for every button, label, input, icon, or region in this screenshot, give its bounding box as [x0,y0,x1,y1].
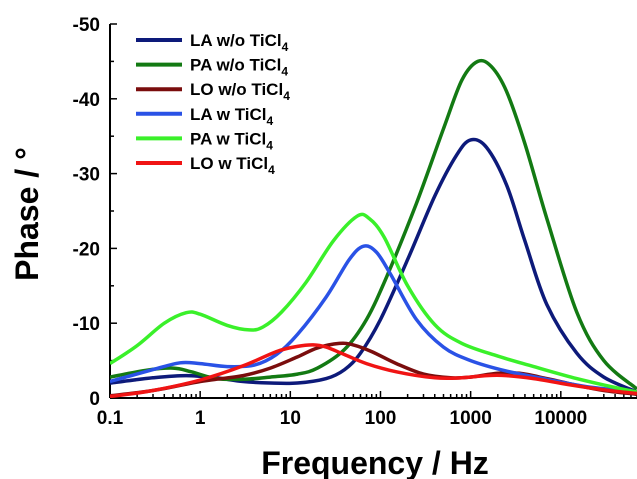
legend-entry: PA w TiCl4 [190,129,273,152]
legend-entry: LO w/o TiCl4 [190,80,290,103]
y-axis-title: Phase / ° [9,147,45,281]
x-tick-label: 10 [280,408,301,429]
legend-entry: PA w/o TiCl4 [190,56,288,79]
legend-entry: LO w TiCl4 [190,154,275,177]
x-axis-title: Frequency / Hz [261,445,489,479]
x-tick-labels: 0.1 1 10 100 1000 10000 [97,408,587,429]
y-tick-label: -20 [73,239,100,260]
series-line-5 [110,212,637,394]
series-line-4 [110,244,637,394]
x-tick-label: 10000 [534,408,587,429]
y-tick-label: -30 [73,165,100,186]
y-tick-label: -50 [73,15,100,36]
x-tick-label: 100 [365,408,397,429]
legend-entry: LA w/o TiCl4 [190,31,289,54]
y-tick-label: -10 [73,314,100,335]
legend-entry: LA w TiCl4 [190,105,274,128]
y-tick-labels: 0 -10 -20 -30 -40 -50 [73,15,100,410]
series-lines [110,58,637,398]
y-tick-label: -40 [73,90,100,111]
series-line-6 [110,343,637,398]
y-tick-label: 0 [89,389,100,410]
x-tick-label: 1000 [450,408,492,429]
x-tick-label: 0.1 [97,408,124,429]
x-tick-label: 1 [195,408,206,429]
